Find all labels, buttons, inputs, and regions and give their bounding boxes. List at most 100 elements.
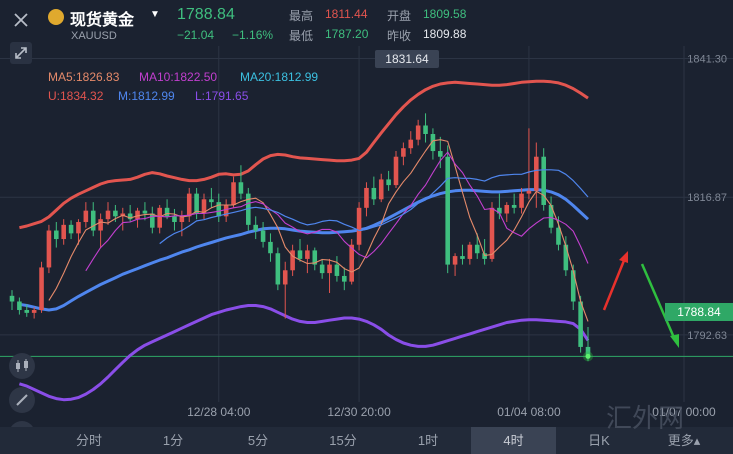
candle-body bbox=[194, 193, 199, 214]
candle-body bbox=[327, 264, 332, 274]
candle-body bbox=[172, 216, 177, 223]
candle-body bbox=[534, 156, 539, 191]
annotation-arrows bbox=[602, 251, 679, 348]
candle-body bbox=[423, 125, 428, 135]
candle-body bbox=[319, 264, 325, 274]
y-tick-label: 1792.63 bbox=[687, 330, 727, 342]
candle-body bbox=[24, 310, 30, 313]
boll-m-line bbox=[19, 188, 590, 312]
candle-body bbox=[105, 210, 111, 220]
candle-body bbox=[223, 204, 229, 217]
candle-body bbox=[312, 250, 318, 265]
candle-body bbox=[164, 207, 170, 217]
candle-body bbox=[61, 224, 66, 240]
candle-body bbox=[342, 275, 347, 282]
candle-body bbox=[393, 156, 399, 186]
candle-body bbox=[519, 193, 524, 208]
close-icon bbox=[14, 13, 28, 27]
candle-body bbox=[135, 210, 140, 220]
y-tick-label: 1816.87 bbox=[687, 192, 727, 204]
last-price: 1788.84 bbox=[177, 6, 235, 23]
x-tick-label: 12/28 04:00 bbox=[187, 405, 251, 419]
x-tick-label: 01/07 00:00 bbox=[652, 405, 716, 419]
candle-body bbox=[460, 256, 465, 259]
candle-body bbox=[364, 187, 369, 208]
candle-body bbox=[511, 204, 517, 208]
tab-15min[interactable]: 15分 bbox=[329, 433, 357, 448]
candle-body bbox=[90, 210, 96, 231]
candle-body bbox=[246, 193, 251, 225]
candle-body bbox=[467, 244, 473, 259]
pencil-icon bbox=[16, 394, 28, 406]
tab-5min[interactable]: 5分 bbox=[247, 433, 269, 448]
candle-body bbox=[474, 244, 480, 254]
candle-body bbox=[216, 202, 222, 217]
down-arrow-head bbox=[670, 334, 679, 348]
candle-body bbox=[268, 241, 273, 254]
candle-body bbox=[526, 190, 532, 194]
candle-body bbox=[349, 244, 354, 282]
candle-body bbox=[386, 179, 391, 186]
candle-body bbox=[179, 216, 185, 223]
open-value: 1809.58 bbox=[423, 7, 467, 21]
candle-body bbox=[570, 270, 576, 302]
high-value: 1811.44 bbox=[325, 7, 368, 21]
candle-body bbox=[260, 230, 266, 242]
candle-body bbox=[356, 207, 362, 245]
candle-body bbox=[430, 134, 436, 152]
candle-body bbox=[142, 210, 148, 214]
candle-body bbox=[334, 264, 340, 276]
low-label: 最低 bbox=[289, 29, 314, 43]
grid-layer bbox=[0, 46, 733, 402]
close-button[interactable] bbox=[10, 9, 32, 31]
expand-button[interactable] bbox=[10, 42, 32, 64]
boll-l-line bbox=[18, 304, 590, 402]
tab-1min[interactable]: 1分 bbox=[162, 433, 184, 448]
candle-body bbox=[452, 256, 458, 265]
candle-body bbox=[275, 253, 281, 285]
high-label: 最高 bbox=[289, 9, 314, 23]
symbol-dropdown-icon[interactable]: ▼ bbox=[150, 9, 160, 20]
price-change: −21.04 bbox=[177, 28, 215, 42]
candle-body bbox=[76, 222, 81, 234]
y-axis: 1841.30 1816.87 1792.63 bbox=[687, 53, 727, 341]
candle-body bbox=[408, 139, 414, 149]
candle-body bbox=[541, 156, 546, 205]
symbol-name[interactable]: 现货黄金 bbox=[70, 12, 135, 29]
candle-body bbox=[548, 204, 554, 228]
candle-body bbox=[46, 230, 52, 268]
draw-tool-button[interactable] bbox=[9, 387, 35, 413]
low-value: 1787.20 bbox=[325, 27, 369, 41]
up-arrow-head bbox=[619, 251, 628, 263]
candle-body bbox=[563, 244, 569, 271]
candle-body bbox=[253, 224, 258, 231]
tab-more[interactable]: 更多▴ bbox=[667, 433, 701, 448]
candle-body bbox=[489, 207, 495, 259]
candle-body bbox=[482, 253, 487, 259]
gold-coin-icon bbox=[48, 9, 64, 25]
tab-tick[interactable]: 分时 bbox=[75, 433, 102, 448]
tab-1hour[interactable]: 1时 bbox=[417, 433, 439, 448]
prev-close-value: 1809.88 bbox=[423, 27, 467, 41]
ma-ma5-line bbox=[48, 139, 589, 322]
candle-body bbox=[305, 250, 310, 259]
tab-4hour[interactable]: 4时 bbox=[471, 427, 556, 454]
candle-body bbox=[9, 295, 15, 302]
candle-body bbox=[231, 182, 236, 205]
candle-body bbox=[438, 151, 443, 157]
candle-body bbox=[297, 250, 303, 259]
candle-body bbox=[186, 193, 192, 217]
candle-body bbox=[238, 182, 244, 194]
boll-middle-readout: M:1812.99 bbox=[118, 89, 175, 103]
x-axis: 12/28 04:00 12/30 20:00 01/04 08:00 01/07 0… bbox=[187, 405, 716, 419]
x-tick-label: 01/04 08:00 bbox=[497, 405, 561, 419]
candle-body bbox=[113, 210, 118, 217]
prev-close-label: 昨收 bbox=[387, 29, 412, 43]
candle-body bbox=[290, 250, 295, 271]
candle-style-button[interactable] bbox=[9, 353, 35, 379]
tab-daily[interactable]: 日K bbox=[588, 433, 610, 448]
candle-body bbox=[504, 204, 510, 214]
ma-ma10-line bbox=[85, 151, 589, 272]
